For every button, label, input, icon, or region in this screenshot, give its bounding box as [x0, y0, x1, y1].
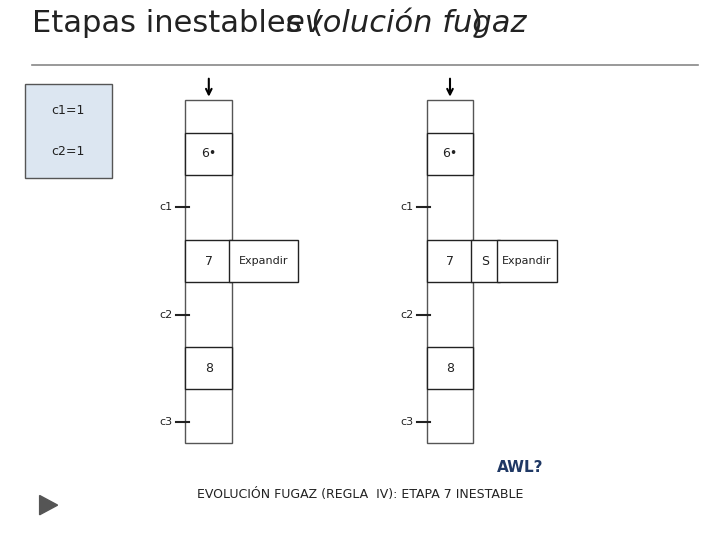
FancyBboxPatch shape	[497, 240, 557, 282]
FancyBboxPatch shape	[25, 84, 112, 178]
Text: evolución fugaz: evolución fugaz	[286, 8, 526, 38]
Text: Expandir: Expandir	[239, 256, 288, 266]
Text: Expandir: Expandir	[502, 256, 552, 266]
Text: 6•: 6•	[442, 147, 458, 160]
Text: ): )	[470, 9, 482, 38]
Text: 8: 8	[204, 362, 213, 375]
Text: c1: c1	[159, 202, 172, 212]
Text: c3: c3	[159, 417, 172, 427]
FancyBboxPatch shape	[426, 133, 474, 174]
Text: c2: c2	[400, 309, 413, 320]
FancyBboxPatch shape	[426, 240, 474, 282]
Polygon shape	[40, 496, 58, 515]
Text: 7: 7	[204, 254, 213, 267]
Text: 7: 7	[446, 254, 454, 267]
Text: c2=1: c2=1	[52, 145, 85, 158]
Text: Etapas inestables (: Etapas inestables (	[32, 9, 323, 38]
Text: AWL?: AWL?	[497, 460, 544, 475]
FancyBboxPatch shape	[185, 347, 232, 389]
FancyBboxPatch shape	[471, 240, 500, 282]
Text: 8: 8	[446, 362, 454, 375]
Text: c3: c3	[400, 417, 413, 427]
FancyBboxPatch shape	[229, 240, 298, 282]
Text: 6•: 6•	[201, 147, 217, 160]
FancyBboxPatch shape	[185, 100, 232, 443]
Text: c1=1: c1=1	[52, 104, 85, 117]
FancyBboxPatch shape	[185, 133, 232, 174]
FancyBboxPatch shape	[426, 100, 474, 443]
Text: S: S	[481, 254, 489, 267]
Text: EVOLUCIÓN FUGAZ (REGLA  IV): ETAPA 7 INESTABLE: EVOLUCIÓN FUGAZ (REGLA IV): ETAPA 7 INES…	[197, 488, 523, 501]
FancyBboxPatch shape	[426, 347, 474, 389]
Text: c2: c2	[159, 309, 172, 320]
FancyBboxPatch shape	[185, 240, 232, 282]
Text: c1: c1	[400, 202, 413, 212]
